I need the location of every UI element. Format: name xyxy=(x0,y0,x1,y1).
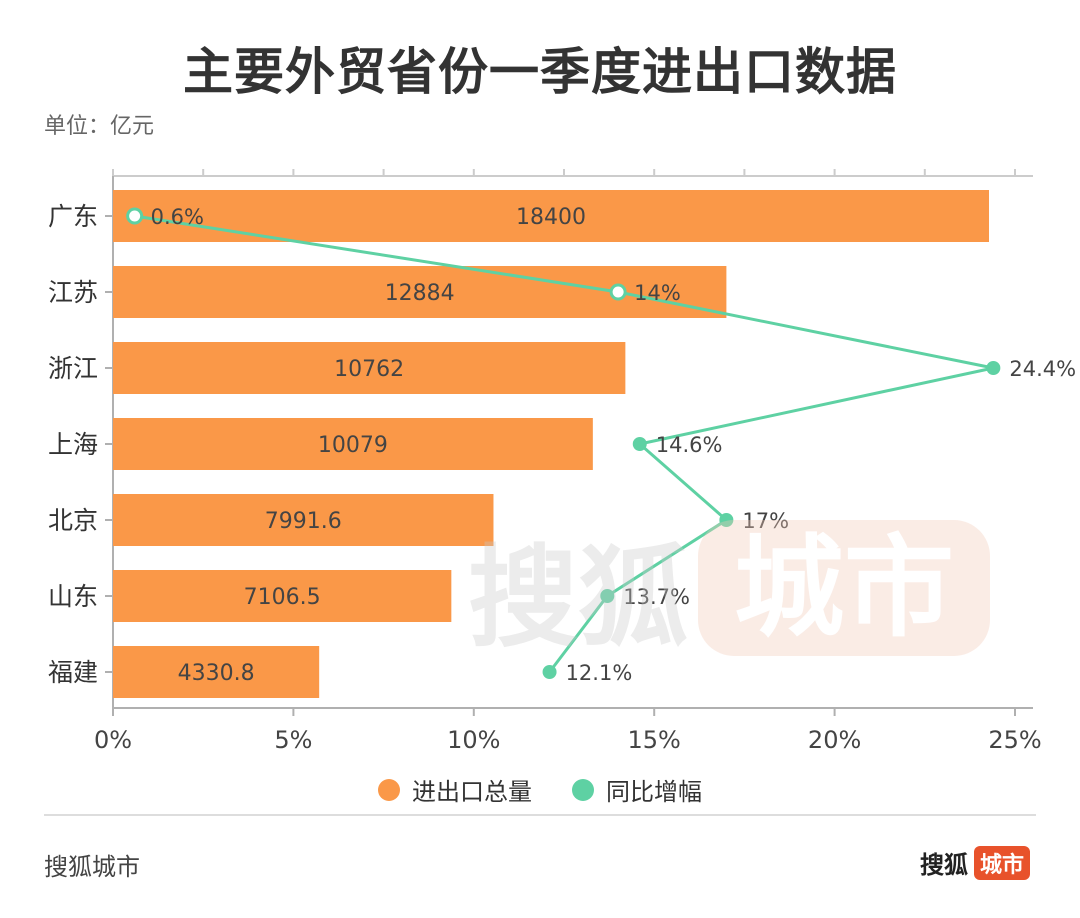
category-label: 北京 xyxy=(48,506,98,535)
x-tick-label: 20% xyxy=(808,726,861,754)
growth-value-label: 14.6% xyxy=(656,433,723,457)
category-label: 浙江 xyxy=(48,354,98,383)
x-tick-label: 0% xyxy=(94,726,132,754)
bar-value-label: 4330.8 xyxy=(178,661,255,686)
growth-value-label: 13.7% xyxy=(623,585,690,609)
growth-value-label: 24.4% xyxy=(1009,357,1076,381)
category-label: 江苏 xyxy=(48,278,98,307)
chart-legend: 进出口总量 同比增幅 xyxy=(0,772,1080,807)
x-tick-label: 25% xyxy=(988,726,1041,754)
unit-label: 单位：亿元 xyxy=(44,114,155,139)
legend-dot-total xyxy=(378,778,400,801)
chart-title: 主要外贸省份一季度进出口数据 xyxy=(183,43,897,101)
x-tick-label: 5% xyxy=(274,726,312,754)
bar-value-label: 12884 xyxy=(385,281,455,306)
bar xyxy=(113,190,989,242)
bar xyxy=(113,342,626,394)
bar-value-label: 10762 xyxy=(334,357,404,382)
bar-value-label: 10079 xyxy=(318,433,388,458)
growth-point xyxy=(719,513,734,527)
growth-value-label: 12.1% xyxy=(566,661,633,685)
category-label: 山东 xyxy=(48,582,98,611)
growth-point xyxy=(609,283,627,301)
growth-point xyxy=(126,207,144,225)
bar xyxy=(113,570,452,622)
legend-item-total[interactable]: 进出口总量 xyxy=(378,772,532,807)
bar-value-label: 18400 xyxy=(516,205,586,230)
legend-label-total: 进出口总量 xyxy=(412,778,532,806)
growth-point xyxy=(986,361,1001,375)
category-label: 福建 xyxy=(48,658,98,687)
growth-point xyxy=(632,437,647,451)
footer-divider xyxy=(44,814,1036,816)
footer-source: 搜狐城市 xyxy=(44,853,140,881)
growth-point xyxy=(542,665,557,679)
growth-value-label: 0.6% xyxy=(151,205,204,229)
legend-dot-growth xyxy=(572,778,594,801)
bar xyxy=(113,646,320,698)
growth-point xyxy=(600,589,615,603)
bar-value-label: 7106.5 xyxy=(244,585,321,610)
bar-value-label: 7991.6 xyxy=(265,509,342,534)
category-label: 上海 xyxy=(48,430,98,459)
x-tick-label: 10% xyxy=(447,726,500,754)
footer-logo-badge: 城市 xyxy=(973,845,1030,880)
legend-label-growth: 同比增幅 xyxy=(606,778,702,806)
bar xyxy=(113,418,593,470)
growth-value-label: 17% xyxy=(742,509,789,533)
x-tick-label: 15% xyxy=(628,726,681,754)
growth-value-label: 14% xyxy=(634,281,681,305)
footer-logo-text: 搜狐 xyxy=(919,851,968,879)
footer-logo: 搜狐 城市 xyxy=(920,845,1030,880)
bar xyxy=(113,494,494,546)
category-label: 广东 xyxy=(48,202,98,231)
legend-item-growth[interactable]: 同比增幅 xyxy=(572,772,702,807)
